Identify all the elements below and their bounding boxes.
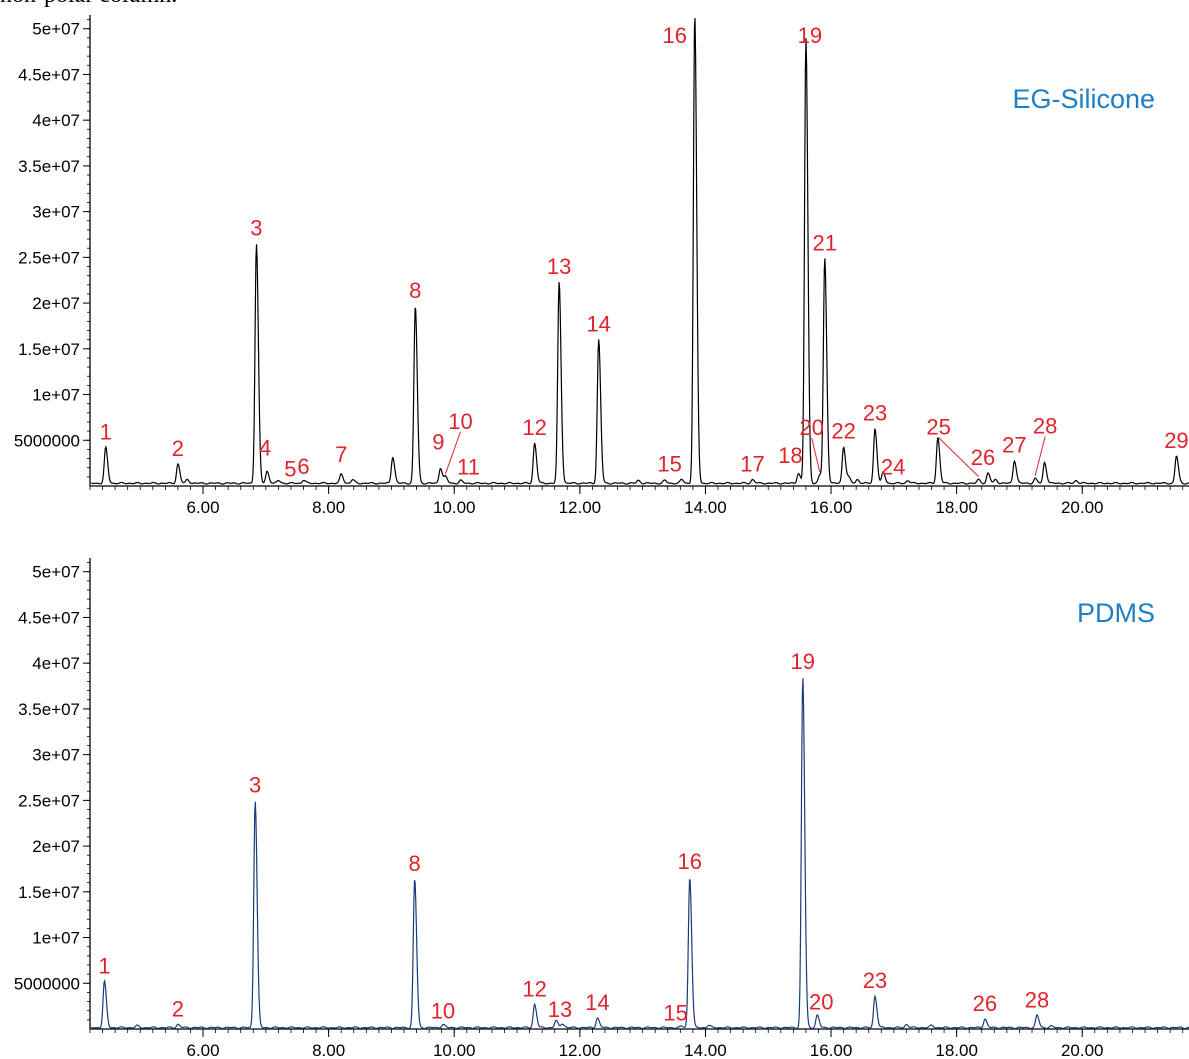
- peak-label: 1: [98, 953, 110, 978]
- peak-leader-line: [811, 437, 821, 473]
- x-tick-label: 16.00: [810, 498, 853, 517]
- peak-label: 26: [973, 991, 997, 1016]
- x-tick-label: 6.00: [186, 1041, 219, 1059]
- peak-label: 19: [791, 649, 815, 674]
- peak-label: 28: [1033, 414, 1057, 439]
- y-tick-label: 3.5e+07: [18, 700, 80, 719]
- y-tick-label: 4e+07: [32, 111, 80, 130]
- peak-label: 23: [863, 968, 887, 993]
- peak-label: 12: [522, 976, 546, 1001]
- y-tick-label: 3e+07: [32, 203, 80, 222]
- y-tick-label: 5000000: [14, 431, 80, 450]
- peak-label: 28: [1025, 987, 1049, 1012]
- x-tick-label: 6.00: [186, 498, 219, 517]
- peak-label: 2: [172, 436, 184, 461]
- x-tick-label: 16.00: [810, 1041, 853, 1059]
- peak-point: [414, 879, 415, 880]
- peak-label: 9: [432, 430, 444, 455]
- x-tick-label: 20.00: [1061, 1041, 1104, 1059]
- peak-label: 14: [586, 312, 610, 337]
- peak-label: 29: [1164, 428, 1188, 453]
- y-tick-label: 3e+07: [32, 746, 80, 765]
- y-tick-label: 5000000: [14, 974, 80, 993]
- peak-label: 4: [259, 435, 271, 460]
- figure-caption: non-polar column.: [0, 0, 177, 9]
- peak-label: 17: [740, 452, 764, 477]
- y-tick-label: 2e+07: [32, 837, 80, 856]
- x-tick-label: 18.00: [935, 498, 978, 517]
- panel-title: EG-Silicone: [1012, 84, 1155, 114]
- peak-label: 15: [657, 452, 681, 477]
- peak-label: 12: [522, 415, 546, 440]
- peak-label: 25: [926, 415, 950, 440]
- peak-leader-line: [444, 431, 461, 475]
- chromatogram-trace: [91, 18, 1189, 485]
- peak-label: 10: [448, 409, 472, 434]
- y-tick-label: 5e+07: [32, 20, 80, 39]
- x-tick-label: 8.00: [312, 498, 345, 517]
- peak-leader-line: [1034, 436, 1046, 476]
- peak-label: 26: [971, 445, 995, 470]
- y-tick-label: 4.5e+07: [18, 608, 80, 627]
- peak-point: [802, 676, 803, 677]
- panel-title: PDMS: [1077, 598, 1155, 628]
- peak-label: 21: [813, 230, 837, 255]
- peak-label: 18: [778, 443, 802, 468]
- x-tick-label: 20.00: [1061, 498, 1104, 517]
- chromatogram-trace: [91, 678, 1189, 1030]
- peak-label: 16: [677, 849, 701, 874]
- peak-label: 24: [881, 454, 905, 479]
- x-tick-label: 18.00: [935, 1041, 978, 1059]
- peak-point: [694, 15, 695, 16]
- y-tick-label: 2e+07: [32, 294, 80, 313]
- y-tick-label: 1.5e+07: [18, 883, 80, 902]
- y-tick-label: 1e+07: [32, 386, 80, 405]
- peak-label: 6: [297, 454, 309, 479]
- peak-label: 10: [431, 998, 455, 1023]
- peak-leader-line: [938, 437, 979, 477]
- y-tick-label: 3.5e+07: [18, 157, 80, 176]
- peak-label: 8: [409, 851, 421, 876]
- peak-label: 15: [663, 1000, 687, 1025]
- x-tick-label: 10.00: [433, 1041, 476, 1059]
- peak-label: 16: [663, 23, 687, 48]
- y-tick-label: 5e+07: [32, 563, 80, 582]
- peak-label: 7: [335, 442, 347, 467]
- peak-point: [415, 305, 416, 306]
- peak-label: 8: [409, 278, 421, 303]
- x-tick-label: 8.00: [312, 1041, 345, 1059]
- y-tick-label: 1e+07: [32, 929, 80, 948]
- peak-label: 27: [1002, 432, 1026, 457]
- peak-label: 13: [547, 254, 571, 279]
- y-tick-label: 4e+07: [32, 654, 80, 673]
- peak-label: 3: [250, 216, 262, 241]
- x-tick-label: 14.00: [684, 1041, 727, 1059]
- y-tick-label: 2.5e+07: [18, 248, 80, 267]
- peak-label: 20: [799, 415, 823, 440]
- peak-label: 20: [809, 989, 833, 1014]
- peak-label: 3: [249, 772, 261, 797]
- peak-label: 11: [457, 455, 480, 480]
- peak-label: 13: [548, 997, 572, 1022]
- peak-point: [689, 877, 690, 878]
- peak-label: 2: [172, 996, 184, 1021]
- x-tick-label: 12.00: [559, 1041, 602, 1059]
- panel-pdms: 5000000 1e+07 1.5e+07 2e+07 2.5e+07 3e+07 3.5e…: [14, 558, 1189, 1059]
- y-tick-label: 4.5e+07: [18, 65, 80, 84]
- y-tick-label: 2.5e+07: [18, 791, 80, 810]
- peak-point: [256, 243, 257, 244]
- y-tick-label: 1.5e+07: [18, 340, 80, 359]
- peak-label: 19: [798, 23, 822, 48]
- x-tick-label: 12.00: [559, 498, 602, 517]
- peak-label: 23: [863, 400, 887, 425]
- peak-label: 1: [100, 420, 112, 445]
- peak-label: 22: [831, 419, 855, 444]
- peak-point: [255, 800, 256, 801]
- peak-label: 5: [284, 457, 296, 482]
- panel-eg-silicone: 5000000 1e+07 1.5e+07 2e+07 2.5e+07 3e+07 3.5e…: [14, 15, 1189, 517]
- peak-label: 14: [585, 990, 609, 1015]
- x-tick-label: 10.00: [433, 498, 476, 517]
- x-tick-label: 14.00: [684, 498, 727, 517]
